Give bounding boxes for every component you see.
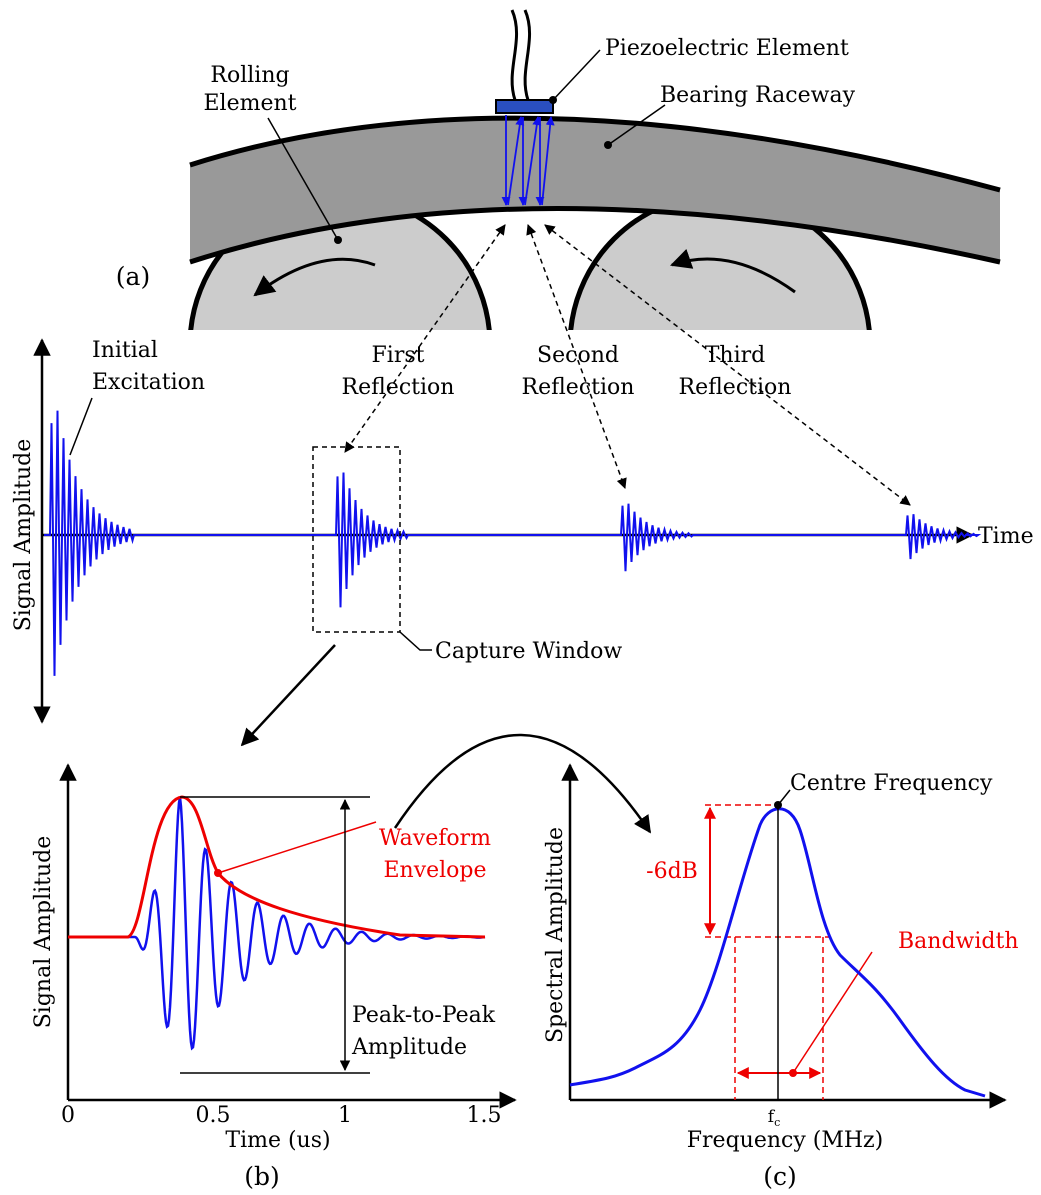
third-label: Reflection <box>679 375 792 400</box>
centre-label: Centre Frequency <box>790 771 993 796</box>
x-axis-label: Frequency (MHz) <box>687 1128 883 1153</box>
first-label: Reflection <box>342 375 455 400</box>
piezo-label: Piezoelectric Element <box>605 36 849 61</box>
p2p-label: Amplitude <box>351 1035 467 1060</box>
piezo-element <box>496 100 553 113</box>
figure: Piezoelectric Element Bearing Raceway Ro… <box>0 0 1041 1195</box>
signal-diagram: Time Signal Amplitude Initial Excitation… <box>11 225 1034 832</box>
y-axis-label: Spectral Amplitude <box>543 827 568 1043</box>
x-tick-label: 0 <box>61 1103 75 1128</box>
second-label: Reflection <box>522 375 635 400</box>
bandwidth-label: Bandwidth <box>898 929 1019 954</box>
bearing-diagram: Piezoelectric Element Bearing Raceway Ro… <box>116 10 1000 495</box>
panel-label: (a) <box>116 262 150 291</box>
waveform-plot: Waveform Envelope Peak-to-Peak Amplitude… <box>31 765 515 1191</box>
x-tick-label: 0.5 <box>196 1103 231 1128</box>
second-label: Second <box>537 343 619 368</box>
initial-label: Initial <box>92 338 158 363</box>
time-label: Time <box>978 524 1034 549</box>
spectrum-plot: Centre Frequency -6dB Bandwidth fc Frequ… <box>543 765 1019 1191</box>
envelope-label: Envelope <box>383 858 486 883</box>
p2p-label: Peak-to-Peak <box>352 1003 496 1028</box>
panel-label: (c) <box>763 1162 797 1191</box>
rolling-label: Element <box>203 91 296 116</box>
db-label: -6dB <box>646 859 698 884</box>
y-axis-label: Signal Amplitude <box>11 439 36 632</box>
first-label: First <box>372 343 425 368</box>
rolling-label: Rolling <box>210 63 289 88</box>
fc-label: fc <box>768 1107 780 1129</box>
x-axis-label: Time (us) <box>225 1128 330 1153</box>
x-tick-label: 1 <box>338 1103 352 1128</box>
envelope-label: Waveform <box>379 826 491 851</box>
third-label: Third <box>705 343 765 368</box>
y-axis-label: Signal Amplitude <box>31 836 56 1029</box>
x-tick-label: 1.5 <box>467 1103 502 1128</box>
panel-label: (b) <box>244 1162 280 1191</box>
raceway-label: Bearing Raceway <box>660 83 856 108</box>
initial-label: Excitation <box>92 370 205 395</box>
capture-label: Capture Window <box>435 639 622 664</box>
